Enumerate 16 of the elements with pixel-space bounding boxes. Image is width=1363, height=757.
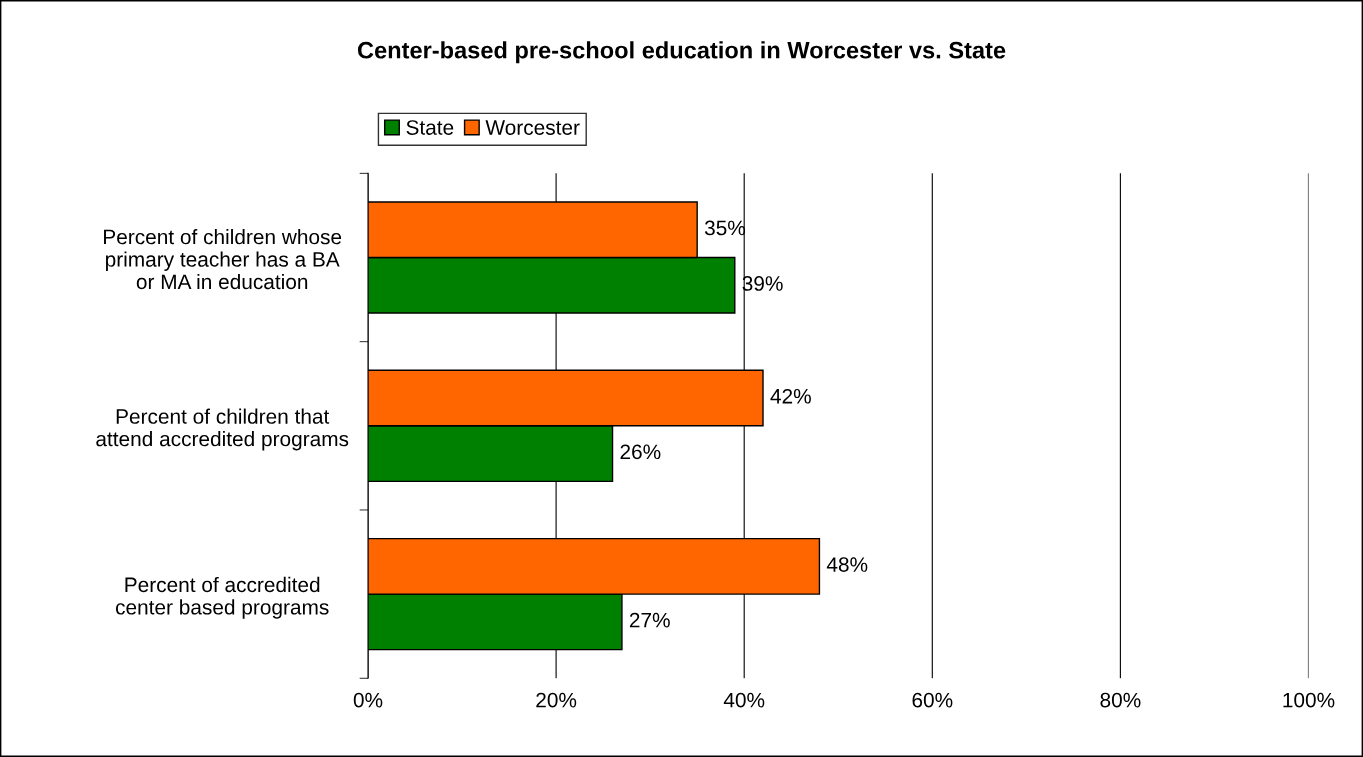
x-tick-label: 60% xyxy=(912,692,953,708)
x-tick-label: 40% xyxy=(723,692,765,708)
x-tick-label: 100% xyxy=(1283,692,1335,708)
x-tick-label: 0% xyxy=(353,692,383,708)
legend-label: Worcester xyxy=(485,120,580,135)
y-tick-label: Percent of children whose primary teacher has a BA or MA in education xyxy=(104,229,342,290)
x-tick-label: 80% xyxy=(1100,692,1141,708)
chart-title: Center-based pre-school education in Worcester vs. State xyxy=(357,41,1006,64)
y-tick-label: Percent of children that attend accredited programs xyxy=(96,408,349,451)
y-tick-label: Percent of accredited center based programs xyxy=(115,576,329,619)
data-label: 27% xyxy=(629,612,670,628)
data-label: 42% xyxy=(770,388,811,404)
data-label: 48% xyxy=(826,557,868,572)
data-label: 26% xyxy=(620,444,661,460)
x-tick-label: 20% xyxy=(536,692,577,708)
legend-label: State xyxy=(406,120,454,135)
